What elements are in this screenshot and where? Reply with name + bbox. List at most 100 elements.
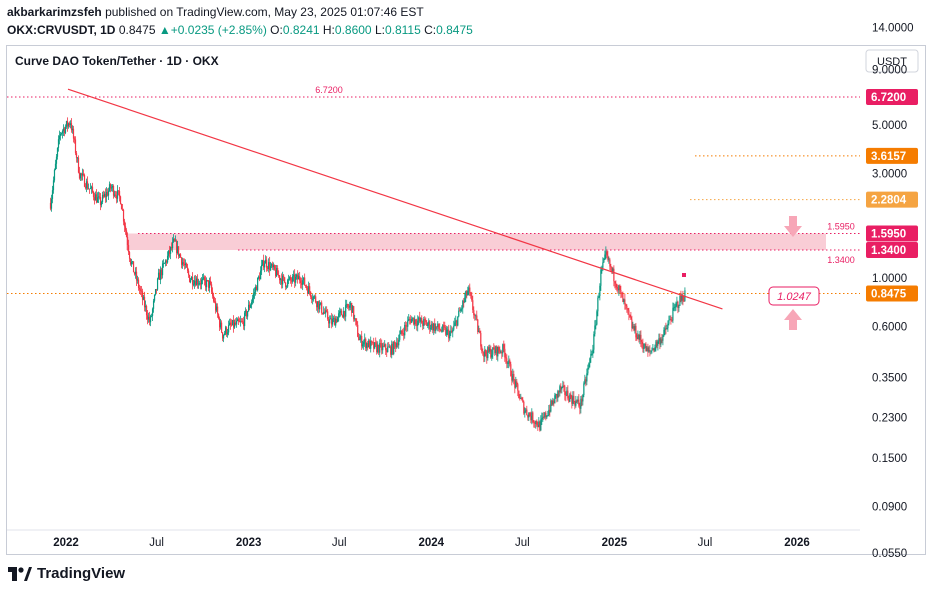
candle-body — [244, 312, 246, 327]
candle-body — [174, 240, 177, 242]
chart-title: Curve DAO Token/Tether · 1D · OKX — [15, 54, 219, 68]
candle-body — [578, 399, 580, 406]
candle-body — [68, 123, 71, 125]
candle-body — [550, 400, 552, 412]
candle-body — [347, 304, 349, 307]
candle-body — [306, 286, 308, 289]
candle-body — [451, 330, 453, 333]
trendline[interactable] — [67, 88, 723, 310]
x-tick-label: Jul — [698, 537, 713, 549]
candle-body — [91, 186, 94, 192]
candle-body — [138, 287, 141, 290]
candle-body — [190, 276, 193, 280]
candle-body — [485, 350, 487, 355]
candle-body — [500, 351, 502, 353]
candle-body — [191, 276, 194, 285]
candle-body — [186, 267, 189, 271]
candle-body — [584, 379, 586, 384]
candle-body — [94, 194, 97, 201]
candle-body — [294, 274, 296, 283]
candle-body — [468, 287, 470, 291]
candle-body — [680, 295, 682, 301]
x-tick-label: Jul — [332, 537, 347, 549]
candle-body — [371, 340, 373, 343]
candle-body — [402, 332, 404, 334]
candle-body — [422, 323, 424, 326]
y-tick-label: 0.0550 — [872, 548, 907, 560]
candle-body — [543, 416, 545, 418]
candle-body — [115, 195, 118, 199]
candle-body — [81, 173, 84, 176]
candle-body — [523, 401, 525, 414]
candle-body — [629, 314, 631, 318]
candle-body — [621, 292, 623, 295]
candle-body — [330, 318, 332, 320]
candle-body — [432, 323, 434, 331]
candle-body — [474, 315, 476, 316]
candle-body — [528, 413, 530, 418]
candle-body — [286, 286, 288, 288]
candle-body — [121, 209, 124, 211]
candle-body — [365, 338, 367, 349]
candle-body — [62, 128, 65, 132]
candle-body — [466, 291, 468, 296]
candle-body — [308, 286, 310, 294]
candle-body — [219, 318, 221, 328]
candle-body — [173, 239, 176, 242]
candle-body — [198, 283, 201, 285]
candle-body — [586, 373, 588, 382]
chart-canvas[interactable]: Curve DAO Token/Tether · 1D · OKX USDT 1.0… — [0, 0, 933, 560]
candle-body — [304, 277, 306, 286]
candle-body — [85, 181, 88, 189]
currency-button[interactable] — [865, 49, 919, 73]
candle-body — [463, 300, 465, 303]
candle-body — [188, 275, 191, 283]
candle-body — [549, 409, 551, 412]
candle-body — [361, 335, 363, 347]
candle-body — [625, 304, 627, 306]
candle-body — [289, 277, 291, 280]
candle-body — [676, 301, 678, 304]
chart-panel[interactable] — [6, 45, 926, 555]
tradingview-logo-icon — [8, 566, 32, 581]
candle-body — [134, 271, 137, 275]
candle-body — [266, 259, 268, 268]
candle-body — [71, 128, 74, 131]
tradingview-brand: TradingView — [37, 565, 126, 582]
candle-body — [369, 340, 371, 349]
candle-body — [504, 348, 506, 358]
candle-body — [170, 247, 173, 249]
candle-body — [164, 260, 167, 264]
candle-body — [394, 341, 396, 344]
candle-body — [332, 319, 334, 325]
candle-body — [348, 306, 350, 308]
candle-body — [356, 320, 358, 325]
candle-body — [107, 190, 110, 196]
candle-body — [503, 344, 505, 349]
candle-body — [672, 307, 674, 321]
candle-body — [473, 310, 475, 316]
price-badge-3.6157 — [866, 147, 918, 164]
y-tick-label: 0.0900 — [872, 501, 907, 513]
candle-body — [292, 276, 294, 282]
candle-body — [561, 386, 563, 390]
currency-label[interactable]: USDT — [877, 56, 907, 68]
publisher-name[interactable]: akbarkarimzsfeh — [7, 5, 102, 19]
candle-body — [640, 334, 642, 342]
candle-body — [291, 280, 293, 282]
candle-body — [314, 296, 316, 298]
candle-body — [421, 318, 423, 324]
candle-body — [272, 263, 274, 268]
candle-body — [281, 278, 283, 285]
candle-body — [88, 188, 91, 190]
tradingview-logo[interactable]: TradingView — [8, 565, 125, 582]
candle-body — [558, 391, 560, 393]
candle-body — [268, 262, 270, 269]
candle-body — [179, 254, 182, 258]
candle-body — [147, 316, 150, 320]
candle-body — [662, 335, 664, 341]
candle-body — [417, 320, 419, 326]
candle-body — [192, 284, 195, 286]
candle-body — [569, 394, 571, 402]
low-value: 0.8115 — [384, 23, 421, 37]
